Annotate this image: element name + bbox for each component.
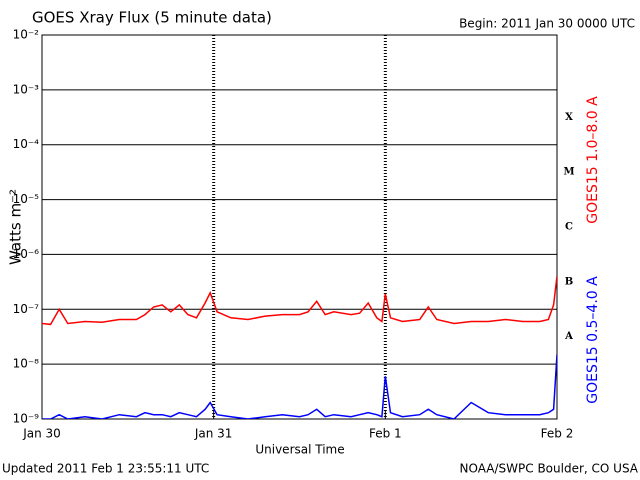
y-tick-label: 10⁻³ [13,82,40,96]
plot-frame [41,34,558,420]
footer-right: NOAA/SWPC Boulder, CO USA [460,462,639,476]
flare-class: X [565,112,573,123]
y-tick-label: 10⁻⁹ [13,412,40,426]
legend-entry: GOES15 1.0–8.0 A [585,96,601,224]
series-line [42,276,557,326]
x-tick-label: Feb 2 [541,427,574,441]
x-axis-label: Universal Time [255,443,344,457]
y-tick-label: 10⁻⁷ [13,302,40,316]
plot-area [42,276,557,419]
legend-entry: GOES15 0.5–4.0 A [585,276,601,404]
y-axis-label: Watts m⁻² [7,189,25,265]
x-tick-label: Feb 1 [369,427,402,441]
x-tick-label: Jan 31 [194,427,233,441]
y-tick-label: 10⁻⁴ [13,137,40,151]
chart-subtitle: Begin: 2011 Jan 30 0000 UTC [459,17,635,31]
y-tick-label: 10⁻⁵ [13,192,40,206]
flare-class: M [563,167,574,178]
series-line [42,354,557,419]
footer-left: Updated 2011 Feb 1 23:55:11 UTC [2,462,209,476]
y-tick-label: 10⁻⁶ [13,247,40,261]
flare-class: A [564,331,573,342]
y-tick-label: 10⁻⁸ [13,357,40,371]
x-tick-label: Jan 30 [22,427,61,441]
chart-title: GOES Xray Flux (5 minute data) [32,9,272,27]
y-tick-label: 10⁻² [13,28,40,42]
flare-class: B [565,276,573,287]
flare-class: C [565,222,573,233]
